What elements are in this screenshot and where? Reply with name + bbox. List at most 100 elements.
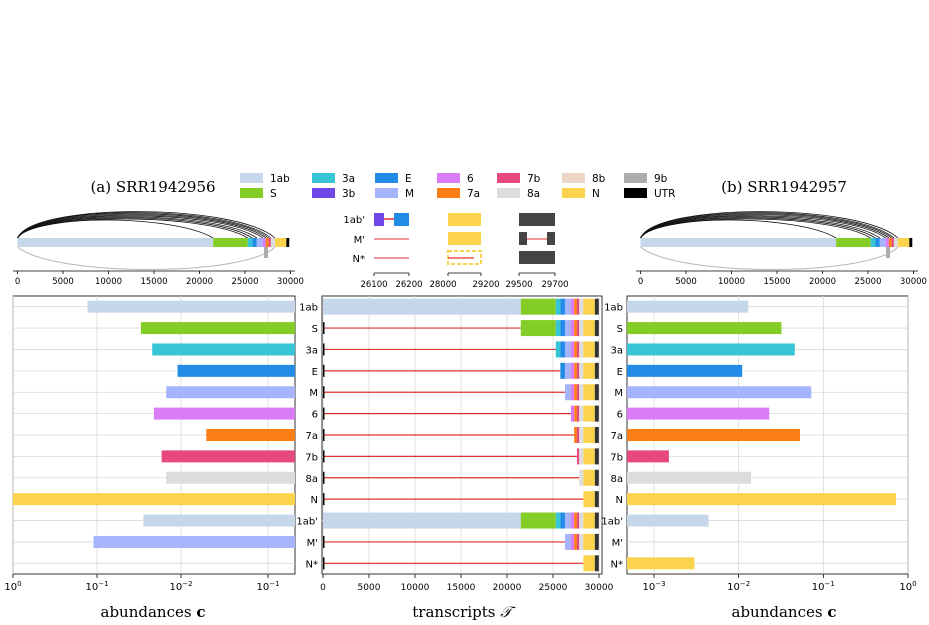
genome-a-gene-E — [252, 238, 257, 247]
panel-a-bar-4 — [166, 386, 295, 399]
panel-t-gene-11-6 — [570, 533, 575, 550]
genome-a-arc-top-5 — [17, 214, 267, 239]
panel-a-bar-10 — [143, 514, 295, 527]
panel-t-leader-1 — [323, 322, 325, 335]
panel-t-gene-5-7b — [576, 405, 580, 422]
inset-axis-ticklabel-1-1: 29200 — [472, 280, 499, 290]
legend-label-8b: 8b — [592, 173, 606, 185]
genome-a-gene-1ab — [17, 238, 214, 247]
genome-a-arc-top-1 — [17, 218, 248, 239]
genome-a-arc-top-6 — [17, 213, 269, 239]
panel-t-gene-3-7a — [574, 362, 577, 379]
panel-t-xticklabel-3: 15000 — [447, 583, 476, 593]
panel-t-leader-8 — [323, 471, 325, 484]
legend-label-8a: 8a — [527, 188, 540, 200]
legend-label-N: N — [592, 188, 600, 200]
panel-t-utr-9 — [594, 491, 599, 508]
panel-t-gene-3-8a — [579, 362, 584, 379]
panel-b-rowlabel-7: 7b — [610, 452, 623, 463]
panel-a-bar-9 — [13, 493, 295, 506]
panel-b-bar-5 — [627, 407, 770, 420]
panel-t-rowlabel-4: M — [309, 388, 318, 399]
panel-t-utr-2 — [594, 341, 599, 358]
panel-t-gene-4-8a — [579, 384, 584, 401]
panel-t-gene-1-7a — [574, 320, 577, 337]
genome-b-arc-bottom — [640, 246, 899, 270]
panel-t-leader-7 — [323, 450, 325, 463]
panel-b-bar-3 — [627, 364, 743, 377]
genome-b-axis-ticklabel-25000: 25000 — [854, 277, 881, 287]
panel-b-rowlabel-1: S — [617, 324, 623, 335]
panel-t-gene-10-E — [560, 512, 565, 529]
legend-label-7b: 7b — [527, 173, 541, 185]
panel-b-xticklabel-0: 10−3 — [642, 580, 665, 593]
genome-b-arc-top-5 — [640, 214, 890, 239]
panel-t-gene-6-7a — [574, 427, 577, 443]
panel-t-rowlabel-3: E — [312, 367, 318, 378]
panel-t-gene-1-M — [564, 320, 571, 337]
legend-label-UTR: UTR — [654, 188, 675, 200]
panel-t-utr-6 — [594, 427, 599, 443]
panel-t-rowlabel-1: S — [312, 324, 318, 335]
genome-b-gene-N — [897, 238, 910, 247]
panel-b-bar-4 — [627, 386, 812, 399]
legend-swatch-3a — [312, 173, 335, 183]
panel-t-rowlabel-7: 7b — [305, 452, 318, 463]
genome-b-axis-ticklabel-30000: 30000 — [900, 277, 927, 287]
panel-t-rowlabel-12: N* — [306, 559, 318, 570]
panel-b-bar-10 — [627, 514, 709, 527]
genome-b-arc-top-3 — [640, 216, 881, 239]
genome-a-gene-9b — [264, 247, 268, 258]
panel-t-gene-2-E — [560, 341, 565, 358]
panel-a-xticklabel-2: 10−2 — [169, 580, 192, 593]
panel-t-gene-5-8a — [579, 405, 584, 422]
panel-t-utr-7 — [594, 448, 599, 465]
panel-b-rowlabel-11: M' — [612, 538, 623, 549]
panel-t-gene-10-8a — [579, 512, 584, 529]
panel-b-bar-12 — [627, 557, 695, 570]
panel-b-bar-7 — [627, 450, 669, 463]
legend-swatch-E — [375, 173, 398, 183]
genome-a-gene-3a — [247, 238, 253, 247]
panel-a-bar-3 — [177, 364, 295, 377]
panel-t-utr-1 — [594, 320, 599, 337]
genome-a-gene-7a — [265, 238, 269, 247]
panel-b-xticklabel-1: 10−2 — [727, 580, 750, 593]
panel-t-gene-7-N — [583, 448, 595, 465]
inset-row-label-2: N* — [353, 254, 365, 265]
panel-b-rowlabel-10: 1ab' — [601, 517, 623, 528]
panel-t-utr-8 — [594, 469, 599, 486]
inset-axis-ticklabel-0-0: 26100 — [360, 280, 387, 290]
panel-t-gene-2-7a — [574, 341, 577, 358]
panel-t-xlabel: transcripts 𝒯 — [412, 603, 516, 621]
panel-a-bar-5 — [153, 407, 295, 420]
panel-b-rowlabel-4: M — [614, 388, 623, 399]
panel-t-gene-1-E — [560, 320, 565, 337]
genome-b-axis-ticklabel-0: 0 — [638, 277, 643, 287]
panel-t-gene-0-3a — [555, 298, 561, 315]
panel-t-gene-0-7a — [574, 298, 577, 315]
genome-a-gene-M — [256, 238, 263, 247]
panel-t-gene-11-N — [583, 533, 595, 550]
panel-t-xticklabel-6: 30000 — [585, 583, 614, 593]
legend-label-M: M — [405, 188, 414, 200]
panel-t-gene-10-7b — [576, 512, 580, 529]
panel-t-gene-3-7b — [576, 362, 580, 379]
legend-label-S: S — [270, 188, 277, 200]
genome-a-gene-UTR — [286, 238, 290, 247]
panel-t-gene-10-N — [583, 512, 595, 529]
genome-a-gene-N — [274, 238, 287, 247]
panel-a-xticklabel-3: 10−1 — [256, 580, 279, 593]
panel-a-bar-8 — [166, 471, 295, 484]
genome-b-arc-top-8 — [640, 211, 899, 239]
abundance-panel-a: 100 10−1 10−2 10−1 abundances c — [4, 295, 296, 621]
panel-t-rowlabel-9: N — [311, 495, 318, 506]
panel-t-leader-4 — [323, 386, 325, 399]
genome-b-arc-top-1 — [640, 218, 871, 239]
panel-t-gene-11-8a — [579, 533, 584, 550]
panel-b-bar-2 — [627, 343, 795, 356]
panel-t-rowlabel-0: 1ab — [299, 303, 318, 314]
genome-a-axis-ticklabel-10000: 10000 — [95, 277, 122, 287]
legend-swatch-9b — [624, 173, 647, 183]
panel-t-gene-1-8a — [579, 320, 584, 337]
